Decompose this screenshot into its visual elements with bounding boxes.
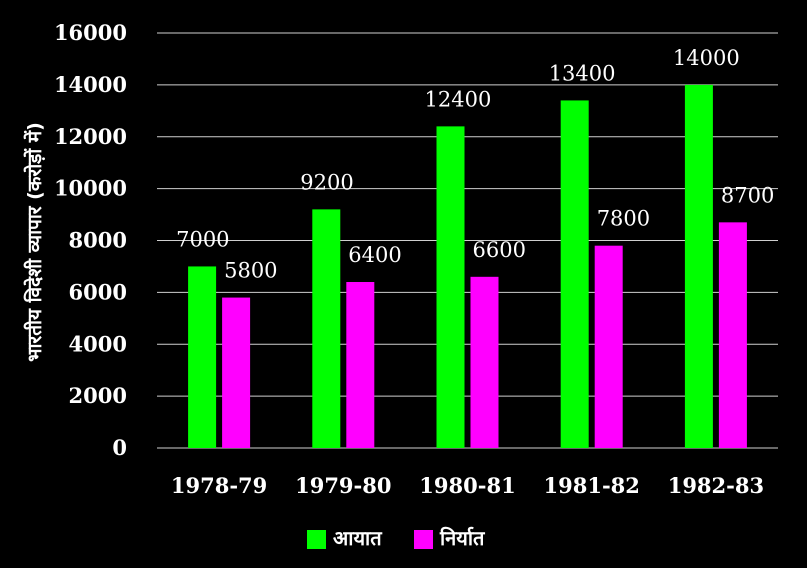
x-tick-label: 1979-80 — [295, 473, 391, 498]
legend-swatch-export — [414, 530, 433, 549]
y-tick-label: 8000 — [69, 228, 127, 253]
bar-export — [470, 276, 499, 448]
data-label: 8700 — [721, 183, 774, 207]
x-tick-label: 1978-79 — [171, 473, 267, 498]
legend: आयात निर्यात — [307, 526, 486, 550]
y-tick-label: 6000 — [69, 279, 127, 304]
y-tick-label: 14000 — [54, 72, 127, 97]
data-label: 12400 — [425, 87, 492, 111]
bar-export — [346, 282, 375, 448]
legend-label-import: आयात — [333, 526, 383, 550]
x-tick-label: 1981-82 — [544, 473, 640, 498]
data-label: 7000 — [176, 227, 229, 251]
x-tick-label: 1982-83 — [668, 473, 764, 498]
y-axis-label: भारतीय विदेशी व्यापार (करोड़ों में) — [23, 122, 46, 362]
bar-import — [436, 126, 465, 448]
y-tick-label: 10000 — [54, 176, 127, 201]
data-label: 7800 — [597, 207, 650, 231]
bar-export — [718, 222, 747, 448]
data-label: 9200 — [300, 170, 353, 194]
y-tick-label: 12000 — [54, 124, 127, 149]
y-tick-label: 16000 — [54, 20, 127, 45]
bar-import — [188, 266, 217, 448]
data-label: 6600 — [473, 238, 526, 262]
gridlines — [157, 32, 778, 449]
y-tick-label: 2000 — [69, 383, 127, 408]
x-tick-label: 1980-81 — [419, 473, 515, 498]
data-label: 13400 — [549, 61, 616, 85]
bar-export — [222, 297, 251, 448]
y-axis-ticks: 0 2000 4000 6000 8000 10000 12000 14000 16000 — [54, 20, 127, 460]
bar-import — [560, 100, 589, 448]
bar-export — [594, 245, 623, 448]
bar-import — [684, 84, 713, 448]
data-label: 6400 — [348, 243, 401, 267]
legend-swatch-import — [307, 530, 326, 549]
y-tick-label: 0 — [112, 435, 127, 460]
bars: 7000 5800 9200 6400 12400 6600 13400 7800 14000 8… — [176, 46, 774, 448]
legend-label-export: निर्यात — [439, 526, 486, 550]
y-tick-label: 4000 — [69, 331, 127, 356]
data-label: 5800 — [224, 259, 277, 283]
data-label: 14000 — [673, 46, 740, 70]
bar-import — [312, 209, 341, 448]
x-axis-ticks: 1978-79 1979-80 1980-81 1981-82 1982-83 — [171, 473, 764, 498]
